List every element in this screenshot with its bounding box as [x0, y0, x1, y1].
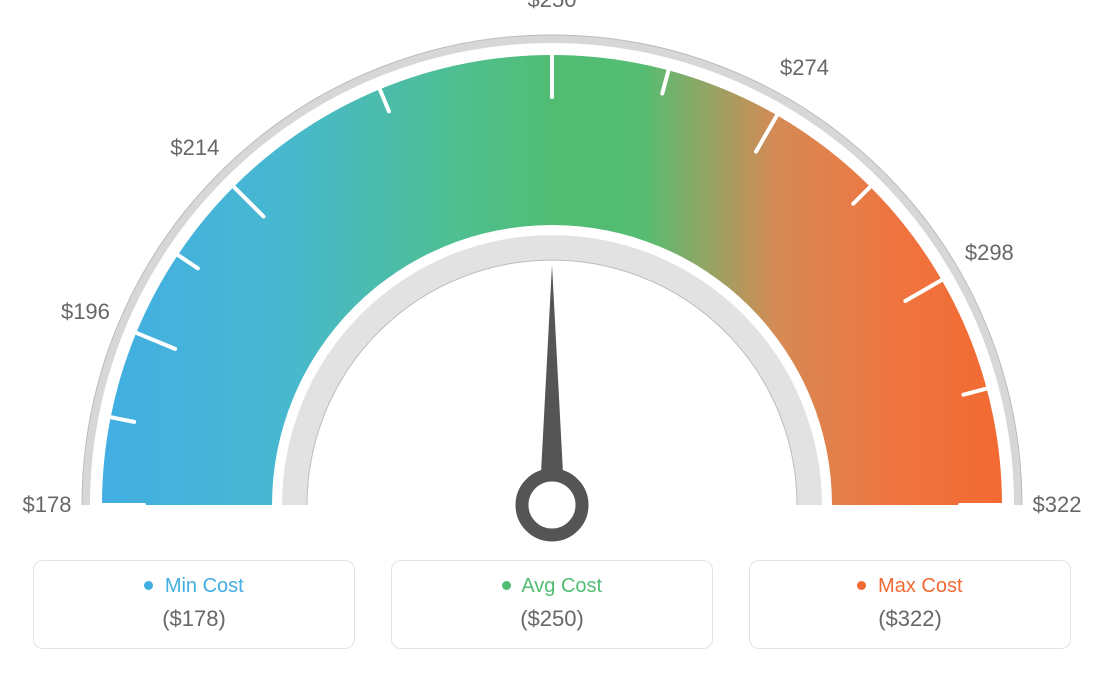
legend-title-text: Max Cost: [878, 575, 962, 597]
gauge-tick-label: $298: [965, 240, 1014, 266]
legend-card-min: Min Cost ($178): [33, 560, 355, 649]
gauge-tick-label: $274: [780, 55, 829, 81]
legend-card-avg: Avg Cost ($250): [391, 560, 713, 649]
legend-value-max: ($322): [760, 606, 1060, 632]
legend-card-max: Max Cost ($322): [749, 560, 1071, 649]
cost-gauge: $178 $196 $214 $250 $274 $298 $322: [0, 0, 1104, 560]
gauge-tick-label: $322: [1033, 492, 1082, 518]
legend-value-avg: ($250): [402, 606, 702, 632]
legend-title-text: Min Cost: [165, 575, 244, 597]
gauge-tick-label: $250: [528, 0, 577, 13]
gauge-tick-label: $196: [61, 299, 110, 325]
gauge-tick-label: $214: [170, 135, 219, 161]
legend-title-text: Avg Cost: [521, 575, 602, 597]
legend-value-min: ($178): [44, 606, 344, 632]
gauge-tick-label: $178: [23, 492, 72, 518]
dot-icon: [144, 581, 153, 590]
gauge-svg: [0, 0, 1104, 560]
dot-icon: [502, 581, 511, 590]
legend-title-avg: Avg Cost: [402, 575, 702, 598]
legend-row: Min Cost ($178) Avg Cost ($250) Max Cost…: [0, 560, 1104, 669]
dot-icon: [857, 581, 866, 590]
legend-title-min: Min Cost: [44, 575, 344, 598]
legend-title-max: Max Cost: [760, 575, 1060, 598]
